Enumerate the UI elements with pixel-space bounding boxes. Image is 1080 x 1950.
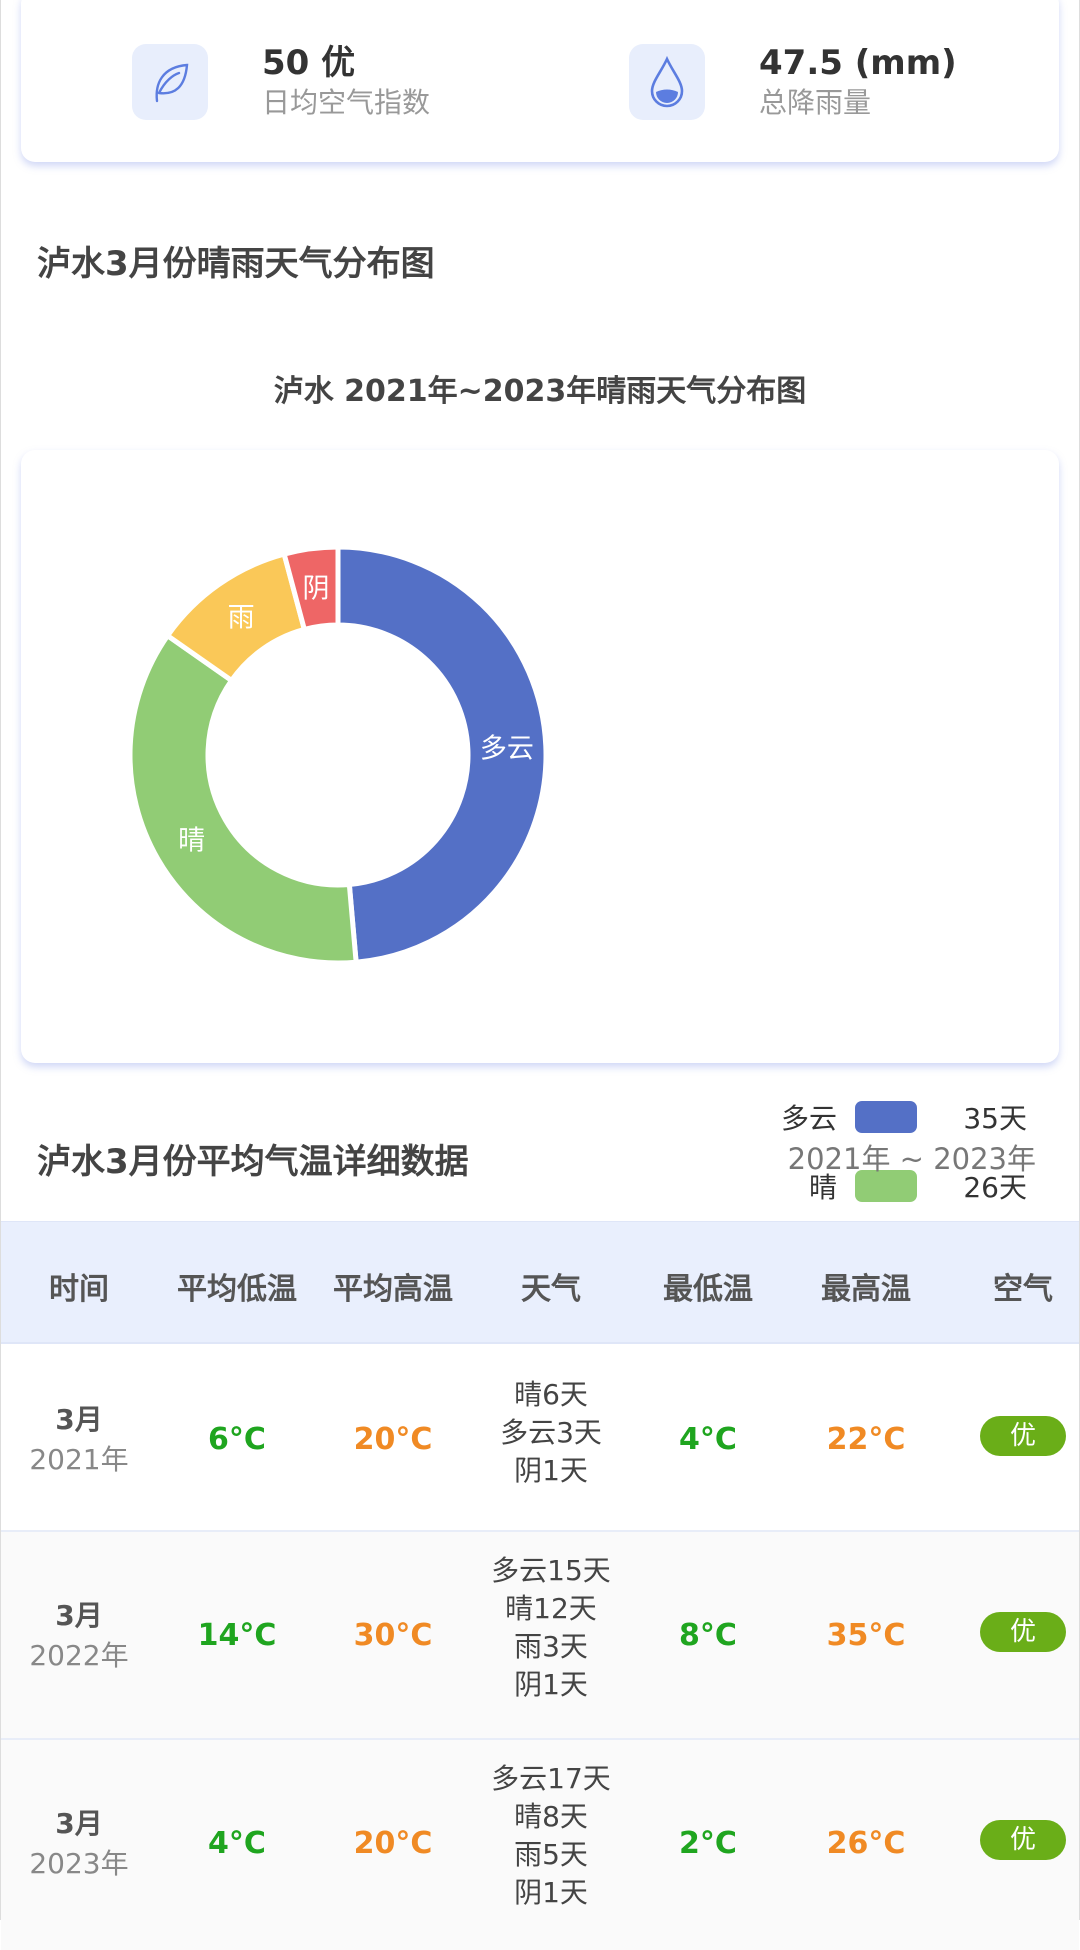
header-min: 最低温 — [663, 1272, 753, 1307]
weather-summary: 晴6天多云3天阴1天 — [471, 1376, 631, 1490]
max-temp: 26°C — [826, 1826, 906, 1861]
legend-label: 多云 — [780, 1101, 837, 1135]
temperature-section-title: 泸水3月份平均气温详细数据 — [37, 1142, 469, 1182]
legend-value: 35天 — [963, 1101, 1027, 1135]
rain-value: 47.5 (mm) — [759, 43, 957, 83]
table-header: 时间 平均低温 平均高温 天气 最低温 最高温 空气 — [1, 1221, 1079, 1344]
row-year: 2021年 — [29, 1443, 129, 1476]
rain-stat: 47.5 (mm) 总降雨量 — [629, 42, 957, 122]
row-year: 2023年 — [29, 1847, 129, 1880]
avg-low: 4°C — [208, 1826, 266, 1861]
header-avg-high: 平均高温 — [333, 1272, 453, 1307]
max-temp: 35°C — [826, 1618, 906, 1653]
weather-line: 雨5天 — [514, 1838, 588, 1871]
aqi-value: 50 优 — [262, 43, 356, 83]
slice-label: 阴 — [302, 573, 329, 604]
aqi-stat: 50 优 日均空气指数 — [132, 42, 430, 122]
header-air: 空气 — [993, 1272, 1053, 1307]
min-temp: 2°C — [679, 1826, 737, 1861]
min-temp: 4°C — [679, 1422, 737, 1457]
row-month: 3月 — [55, 1807, 103, 1840]
slice-label: 晴 — [178, 826, 205, 857]
air-quality-badge: 优 — [980, 1612, 1066, 1652]
rain-label: 总降雨量 — [759, 86, 872, 119]
table-row: 3月 2021年 6°C 20°C 晴6天多云3天阴1天 4°C 22°C 优 — [1, 1344, 1079, 1532]
legend-item[interactable]: 多云 35天 — [761, 1082, 1027, 1152]
slice-label: 雨 — [228, 603, 255, 634]
weather-line: 多云17天 — [491, 1762, 611, 1795]
weather-line: 阴1天 — [514, 1876, 588, 1909]
weather-line: 晴12天 — [505, 1592, 597, 1625]
weather-summary: 多云15天晴12天雨3天阴1天 — [471, 1552, 631, 1704]
legend-swatch — [855, 1100, 917, 1133]
legend-value: 26天 — [963, 1171, 1027, 1205]
avg-low: 6°C — [208, 1422, 266, 1457]
row-year: 2022年 — [29, 1639, 129, 1672]
distribution-section-title: 泸水3月份晴雨天气分布图 — [37, 244, 435, 284]
weather-line: 阴1天 — [514, 1454, 588, 1487]
header-max: 最高温 — [821, 1272, 911, 1307]
donut-slice-1[interactable] — [127, 633, 359, 966]
weather-summary: 多云17天晴8天雨5天阴1天 — [471, 1760, 631, 1912]
header-time: 时间 — [49, 1272, 109, 1307]
air-quality-badge: 优 — [980, 1820, 1066, 1860]
year-range: 2021年 ~ 2023年 — [787, 1142, 1036, 1176]
avg-high: 30°C — [353, 1618, 433, 1653]
slice-label: 多云 — [480, 734, 534, 765]
weather-line: 雨3天 — [514, 1630, 588, 1663]
leaf-icon — [132, 44, 208, 120]
legend-swatch — [855, 1170, 917, 1203]
donut-chart: 多云晴 雨 阴 — [127, 544, 549, 966]
table-row: 3月 2022年 14°C 30°C 多云15天晴12天雨3天阴1天 8°C 35… — [1, 1532, 1079, 1740]
legend-label: 晴 — [808, 1171, 837, 1205]
min-temp: 8°C — [679, 1618, 737, 1653]
weather-line: 阴1天 — [514, 1668, 588, 1701]
summary-card: 50 优 日均空气指数 47.5 (mm) 总降雨量 — [21, 0, 1059, 162]
weather-line: 多云3天 — [500, 1416, 602, 1449]
row-month: 3月 — [55, 1403, 103, 1436]
air-quality-badge: 优 — [980, 1416, 1066, 1456]
max-temp: 22°C — [826, 1422, 906, 1457]
aqi-label: 日均空气指数 — [262, 86, 431, 119]
header-avg-low: 平均低温 — [177, 1272, 297, 1307]
legend-item[interactable]: 晴 26天 — [761, 1152, 1027, 1222]
chart-title: 泸水 2021年~2023年晴雨天气分布图 — [273, 374, 807, 409]
row-month: 3月 — [55, 1599, 103, 1632]
water-drop-icon — [629, 44, 705, 120]
weather-line: 晴6天 — [514, 1378, 588, 1411]
avg-high: 20°C — [353, 1826, 433, 1861]
header-weather: 天气 — [521, 1272, 581, 1307]
table-row: 3月 2023年 4°C 20°C 多云17天晴8天雨5天阴1天 2°C 26°C… — [1, 1740, 1079, 1950]
donut-slice-0[interactable] — [335, 544, 549, 965]
weather-line: 晴8天 — [514, 1800, 588, 1833]
avg-high: 20°C — [353, 1422, 433, 1457]
donut-slice-3[interactable] — [281, 544, 341, 632]
weather-line: 多云15天 — [491, 1554, 611, 1587]
avg-low: 14°C — [197, 1618, 277, 1653]
